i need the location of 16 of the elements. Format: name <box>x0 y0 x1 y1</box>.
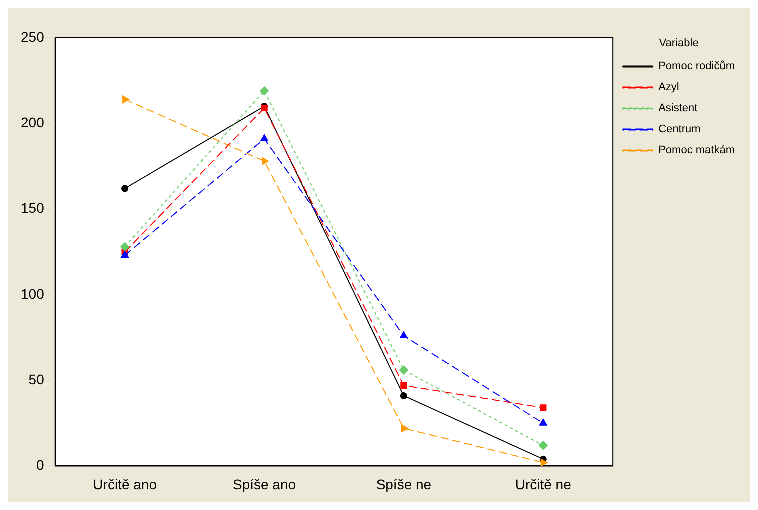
y-tick-label: 100 <box>21 286 45 302</box>
legend-label: Pomoc rodičům <box>658 60 736 73</box>
y-tick-label: 50 <box>28 371 45 388</box>
y-tick-label: 0 <box>36 457 45 474</box>
legend-label: Asistent <box>658 102 698 115</box>
y-tick-label: 200 <box>21 114 45 130</box>
x-tick-label: Spíše ne <box>376 476 432 492</box>
x-tick-label: Určitě ano <box>93 476 158 492</box>
y-tick-label: 150 <box>21 200 45 216</box>
x-tick-label: Určitě ne <box>515 476 572 492</box>
x-tick-label: Spíše ano <box>232 476 296 492</box>
legend-label: Centrum <box>658 124 701 136</box>
legend-title: Variable <box>659 38 699 50</box>
legend-label: Pomoc matkám <box>658 144 736 157</box>
legend-label: Azyl <box>658 82 680 94</box>
y-tick-label: 250 <box>21 28 45 45</box>
